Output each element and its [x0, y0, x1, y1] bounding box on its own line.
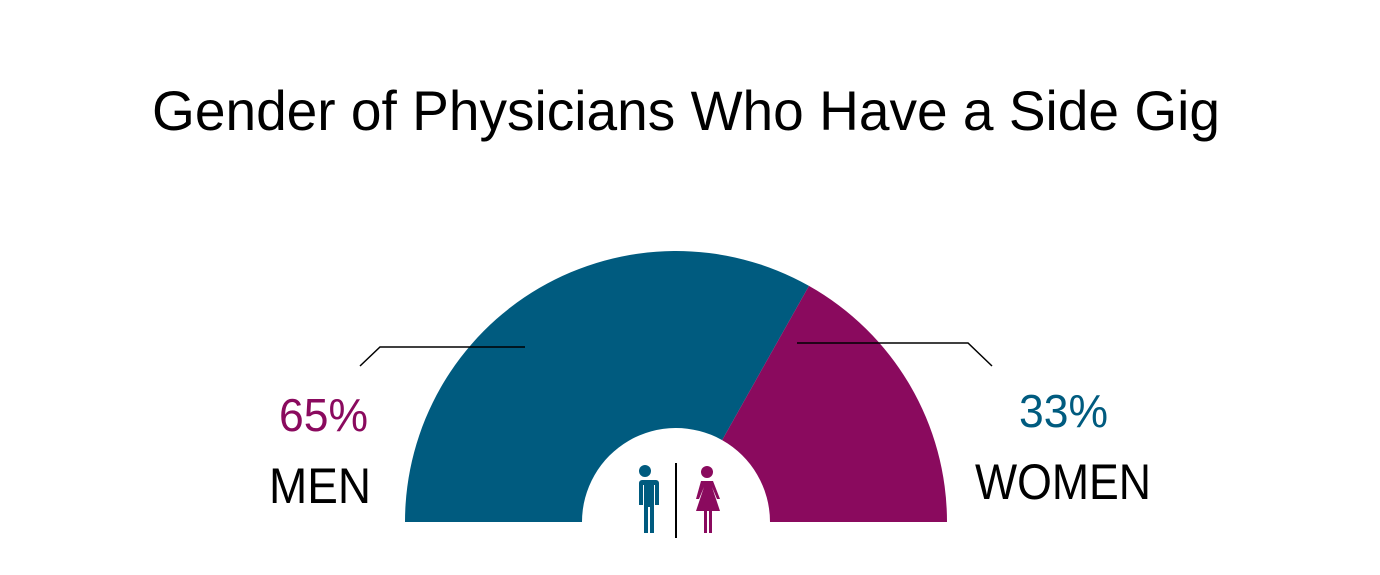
slice-women [722, 285, 947, 522]
leader-line-men [359, 346, 525, 367]
chart-title: Gender of Physicians Who Have a Side Gig [152, 79, 1220, 142]
women-percent-label: 33% [1019, 385, 1108, 437]
women-label: WOMEN [975, 454, 1151, 510]
man-icon [634, 465, 659, 533]
woman-icon [696, 466, 720, 533]
leader-line-women [797, 342, 993, 367]
slice-men [405, 250, 809, 522]
men-label: MEN [269, 458, 371, 514]
men-percent-label: 65% [279, 389, 368, 441]
